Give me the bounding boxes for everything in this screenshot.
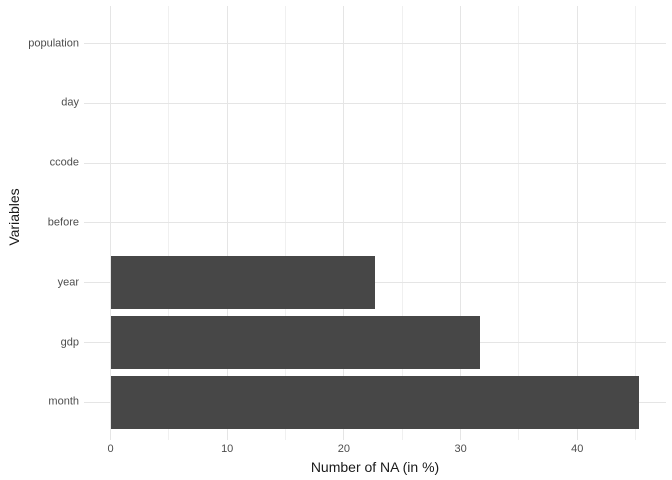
bar-month (110, 375, 640, 429)
xtick-label-30: 30 (454, 443, 467, 455)
ytick-label-ccode: ccode (49, 156, 79, 169)
xtick-label-0: 0 (107, 443, 114, 455)
bar-year (110, 256, 376, 310)
plot-panel (84, 6, 666, 440)
x-axis-title: Number of NA (in %) (310, 459, 440, 475)
xtick-label-40: 40 (571, 443, 584, 455)
major-gridline (84, 162, 666, 164)
y-axis-title: Variables (6, 188, 22, 246)
xtick-label-20: 20 (337, 443, 351, 455)
ytick-label-year: year (57, 276, 79, 289)
ytick-label-day: day (61, 96, 79, 109)
major-gridline (84, 222, 666, 224)
xtick-label-10: 10 (221, 443, 234, 455)
ytick-label-month: month (48, 395, 79, 408)
major-gridline (84, 102, 666, 104)
ytick-label-population: population (28, 37, 79, 49)
ytick-label-before: before (47, 216, 79, 229)
ytick-label-gdp: gdp (60, 336, 79, 348)
bar-gdp (110, 316, 481, 369)
major-gridline (84, 43, 666, 44)
